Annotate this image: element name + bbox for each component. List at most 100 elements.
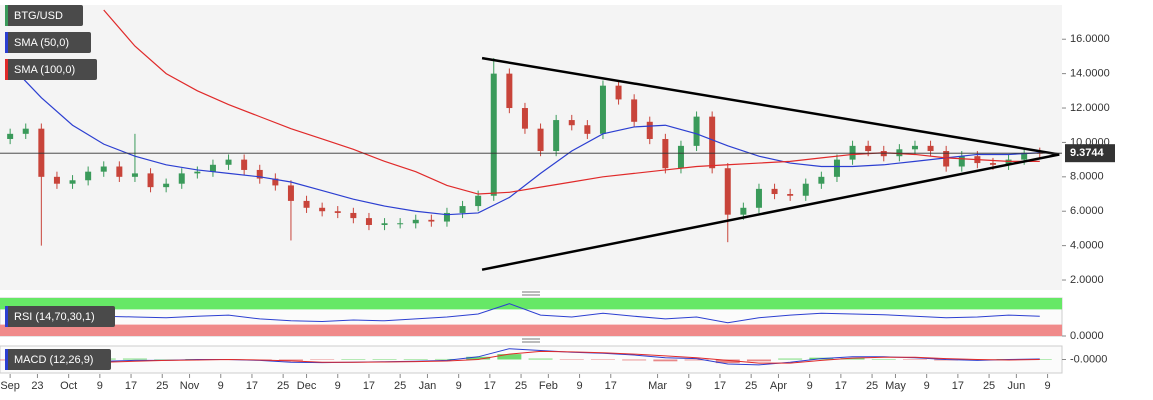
x-tick-label: Oct <box>60 380 77 392</box>
x-tick-label: Apr <box>770 380 787 392</box>
y-tick-label: 16.0000 <box>1070 33 1110 45</box>
candle-body <box>116 166 123 177</box>
candle-body <box>787 194 794 196</box>
candle-body <box>693 116 700 146</box>
candle-body <box>147 173 154 188</box>
x-tick-label: 25 <box>156 380 168 392</box>
x-tick-label: Feb <box>539 380 558 392</box>
histogram-bar <box>154 359 179 360</box>
legend-symbol-box <box>5 5 83 26</box>
x-tick-label: 17 <box>952 380 964 392</box>
histogram-bar <box>372 359 397 360</box>
candle-body <box>38 128 45 177</box>
candle-body <box>194 171 201 174</box>
y-tick-label: 8.0000 <box>1070 171 1104 183</box>
x-tick-label: 25 <box>745 380 757 392</box>
x-tick-label: 25 <box>983 380 995 392</box>
histogram-bar <box>278 359 303 361</box>
candle-body <box>599 85 606 134</box>
x-tick-label: 9 <box>924 380 930 392</box>
candle-body <box>225 159 232 165</box>
candle-body <box>443 212 450 222</box>
candle-body <box>849 145 856 160</box>
histogram-bar <box>341 359 366 360</box>
candle-body <box>880 151 887 157</box>
resize-handle[interactable] <box>522 338 540 343</box>
indicator-label-stripe <box>5 306 8 327</box>
y-tick-label: 4.0000 <box>1070 240 1104 252</box>
candle-body <box>771 188 778 195</box>
histogram-bar <box>497 354 522 360</box>
x-tick-label: 17 <box>484 380 496 392</box>
resize-handle[interactable] <box>522 291 540 296</box>
overbought-band <box>0 298 1062 310</box>
x-tick-label: 17 <box>835 380 847 392</box>
candle-body <box>163 183 170 188</box>
histogram-bar <box>528 358 553 360</box>
x-tick-label: 17 <box>363 380 375 392</box>
candle-body <box>334 211 341 213</box>
candle-body <box>69 180 76 184</box>
indicator-label-box <box>5 306 115 327</box>
candle-body <box>7 133 14 139</box>
candle-body <box>475 195 482 207</box>
histogram-bar <box>653 359 678 362</box>
candle-body <box>365 218 372 225</box>
candle-body <box>428 219 435 222</box>
x-tick-label: 23 <box>31 380 43 392</box>
legend-symbol: BTG/USD <box>14 10 63 22</box>
x-tick-label: 9 <box>456 380 462 392</box>
indicator-label-stripe <box>5 349 8 370</box>
histogram-bar <box>684 359 709 361</box>
x-tick-label: 17 <box>714 380 726 392</box>
legend-entry-stripe <box>5 59 8 80</box>
candle-body <box>1021 152 1028 160</box>
histogram-bar <box>902 359 927 360</box>
histogram-bar <box>778 358 803 360</box>
candle-body <box>911 145 918 150</box>
candle-body <box>662 138 669 169</box>
candle-body <box>131 173 138 177</box>
histogram-bar <box>622 359 647 361</box>
x-tick-label: Jun <box>1007 380 1025 392</box>
candle-body <box>459 206 466 213</box>
candle-body <box>381 223 388 225</box>
candle-body <box>818 176 825 184</box>
x-tick-label: 25 <box>515 380 527 392</box>
histogram-bar <box>871 359 896 360</box>
x-tick-label: 9 <box>1045 380 1051 392</box>
candle-body <box>209 164 216 172</box>
y-tick-label: 6.0000 <box>1070 205 1104 217</box>
plot-layer: 2.00004.00006.00008.000010.000012.000014… <box>0 5 1115 392</box>
histogram-bar <box>466 356 491 360</box>
x-tick-label: 9 <box>335 380 341 392</box>
candle-body <box>85 171 92 181</box>
x-tick-label: 9 <box>807 380 813 392</box>
candle-body <box>677 145 684 169</box>
candle-body <box>319 207 326 212</box>
y-tick-label: 0.0000 <box>1070 330 1104 342</box>
candle-body <box>958 156 965 167</box>
x-tick-label: 25 <box>866 380 878 392</box>
candle-body <box>412 219 419 224</box>
x-tick-label: 25 <box>277 380 289 392</box>
x-tick-label: 9 <box>218 380 224 392</box>
candle-body <box>989 163 996 165</box>
histogram-bar <box>310 359 335 360</box>
histogram-bar <box>715 359 740 364</box>
legend-entry: SMA (50,0) <box>14 37 69 49</box>
candle-body <box>100 166 107 172</box>
candle-body <box>22 128 29 134</box>
indicator-label-box <box>5 349 111 370</box>
sma-line <box>103 9 1040 195</box>
candle-body <box>927 145 934 152</box>
candle-body <box>303 200 310 208</box>
rsi-line <box>10 303 1040 324</box>
x-tick-label: Nov <box>180 380 200 392</box>
candle-body <box>709 116 716 169</box>
candle-body <box>397 223 404 225</box>
histogram-bar <box>403 359 428 360</box>
histogram-bar <box>559 359 584 360</box>
x-tick-label: 17 <box>605 380 617 392</box>
indicator-label: RSI (14,70,30,1) <box>14 311 95 323</box>
